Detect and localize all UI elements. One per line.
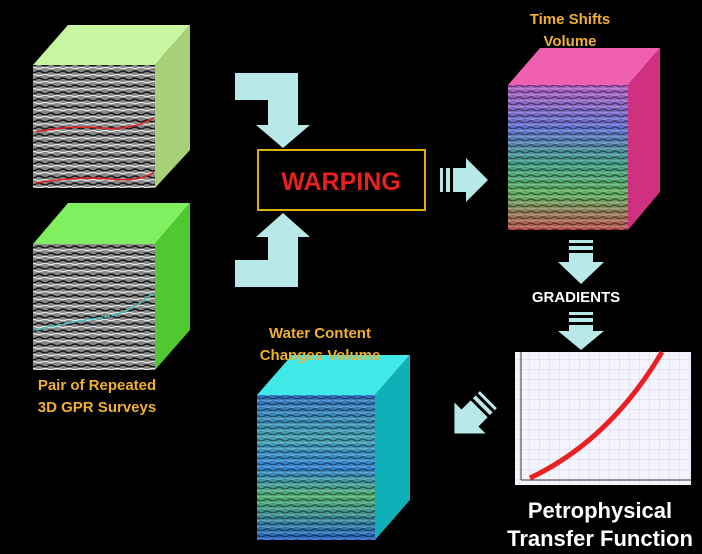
- surveys-label: Pair of Repeated: [38, 377, 156, 394]
- transfer-label: Transfer Function: [507, 526, 693, 551]
- water-content-cube: [257, 355, 410, 540]
- arrow: [235, 213, 310, 287]
- water-content-label: Water Content: [269, 325, 371, 342]
- warping-label: WARPING: [281, 168, 400, 196]
- survey-cube-2: [33, 203, 190, 370]
- time-shifts-label: Time Shifts: [530, 11, 611, 28]
- survey-cube-1: [33, 25, 190, 188]
- surveys-label: 3D GPR Surveys: [38, 399, 156, 416]
- time-shifts-cube: [508, 48, 660, 230]
- transfer-label: Petrophysical: [528, 498, 672, 523]
- arrow: [558, 312, 604, 350]
- arrow: [454, 391, 497, 434]
- arrow: [440, 158, 488, 202]
- warping-box: [257, 149, 426, 211]
- gradients-label: GRADIENTS: [532, 289, 620, 306]
- transfer-chart: [515, 350, 691, 485]
- time-shifts-label: Volume: [543, 33, 596, 50]
- arrow: [235, 73, 310, 148]
- arrow: [558, 240, 604, 284]
- water-content-label: Changes Volume: [260, 347, 381, 364]
